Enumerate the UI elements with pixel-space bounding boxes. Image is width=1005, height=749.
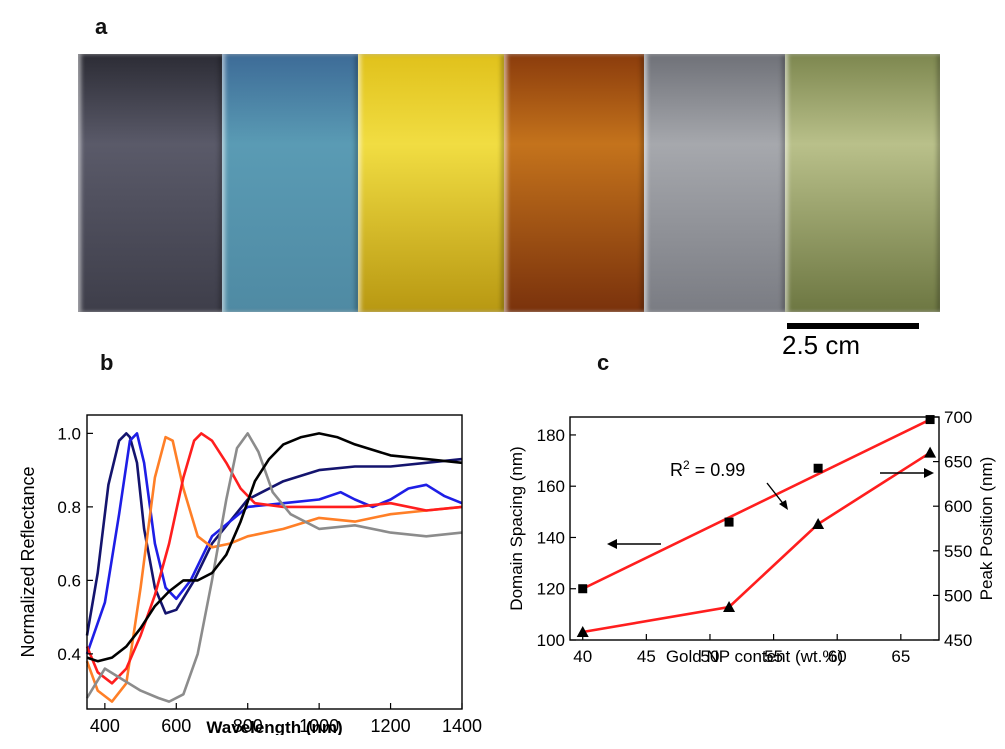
y-axis-label: Normalized Reflectance (18, 466, 38, 657)
spectrum-line-4 (85, 432, 463, 685)
y2-tick-label: 450 (944, 631, 972, 650)
panel-label-c: c (597, 350, 610, 375)
scale-bar-label: 2.5 cm (782, 330, 861, 360)
x-tick-label: 60 (828, 647, 847, 666)
y-tick-label: 160 (537, 477, 565, 496)
spectrum-line-6 (86, 432, 463, 663)
x-tick-label: 400 (90, 716, 120, 735)
y2-axis-label: Peak Position (nm) (977, 457, 996, 601)
marker-triangle (576, 625, 589, 637)
panel-label-a: a (95, 14, 108, 39)
spectrum-line-1 (85, 432, 463, 636)
sample-blue (222, 54, 358, 312)
spectrum-line-5 (85, 432, 463, 703)
y2-tick-label: 550 (944, 542, 972, 561)
x-tick-label: 1000 (299, 716, 339, 735)
fit-line-domain-spacing (582, 418, 931, 590)
sample-green (785, 54, 940, 312)
plot-frame (86, 414, 463, 710)
y2-tick-label: 650 (944, 453, 972, 472)
y-tick-label: 120 (537, 580, 565, 599)
x-tick-label: 65 (891, 647, 910, 666)
sample-photo (78, 54, 940, 312)
sample-brown (504, 54, 644, 312)
right-axis-arrowhead (924, 468, 934, 478)
domain-spacing-chart: 40 45 50 55 60 65 100 120 140 160 180 450 500 550 600 6… (507, 408, 996, 666)
x-tick-label: 40 (573, 647, 592, 666)
marker-square (925, 415, 935, 425)
sample-gray (644, 54, 785, 312)
y-tick-label: 100 (537, 631, 565, 650)
annotation-leader (766, 482, 786, 507)
reflectance-chart: 400 600 800 1000 1200 1400 0.4 0.6 0.8 1.0 Wavelen… (18, 414, 482, 735)
marker-triangle (812, 518, 825, 530)
y-tick-label: 180 (537, 426, 565, 445)
x-axis-label: Gold NP content (wt.%) (666, 647, 843, 666)
line-peak-position (582, 451, 931, 634)
scale-bar (787, 323, 919, 329)
sample-black (78, 54, 222, 312)
marker-square (578, 584, 588, 594)
y2-tick-label: 600 (944, 497, 972, 516)
annotation-arrowhead (779, 500, 788, 510)
y-tick-label: 1.0 (57, 424, 81, 443)
sample-yellow (358, 54, 504, 312)
panel-label-b: b (100, 350, 114, 375)
x-tick-label: 600 (161, 716, 191, 735)
x-tick-label: 1400 (442, 716, 482, 735)
y-tick-label: 0.8 (57, 498, 81, 517)
x-tick-label: 800 (233, 716, 263, 735)
y2-tick-label: 500 (944, 586, 972, 605)
marker-triangle (723, 600, 736, 612)
x-tick-label: 55 (764, 647, 783, 666)
left-axis-arrowhead (607, 539, 617, 549)
marker-square (724, 517, 734, 527)
y2-tick-label: 700 (944, 408, 972, 427)
x-tick-label: 1200 (371, 716, 411, 735)
spectrum-line-3 (85, 435, 463, 703)
plot-frame (569, 416, 940, 641)
spectrum-line-2 (85, 432, 463, 655)
x-tick-label: 50 (701, 647, 720, 666)
marker-triangle (924, 446, 937, 458)
x-tick-label: 45 (637, 647, 656, 666)
y-axis-label: Domain Spacing (nm) (507, 446, 526, 610)
y-tick-label: 0.4 (57, 645, 81, 664)
y-tick-label: 140 (537, 528, 565, 547)
x-axis-label: Wavelength (nm) (206, 718, 342, 735)
y-tick-label: 0.6 (57, 571, 81, 590)
marker-square (813, 463, 823, 473)
fit-annotation: R2 = 0.99 (670, 458, 745, 480)
